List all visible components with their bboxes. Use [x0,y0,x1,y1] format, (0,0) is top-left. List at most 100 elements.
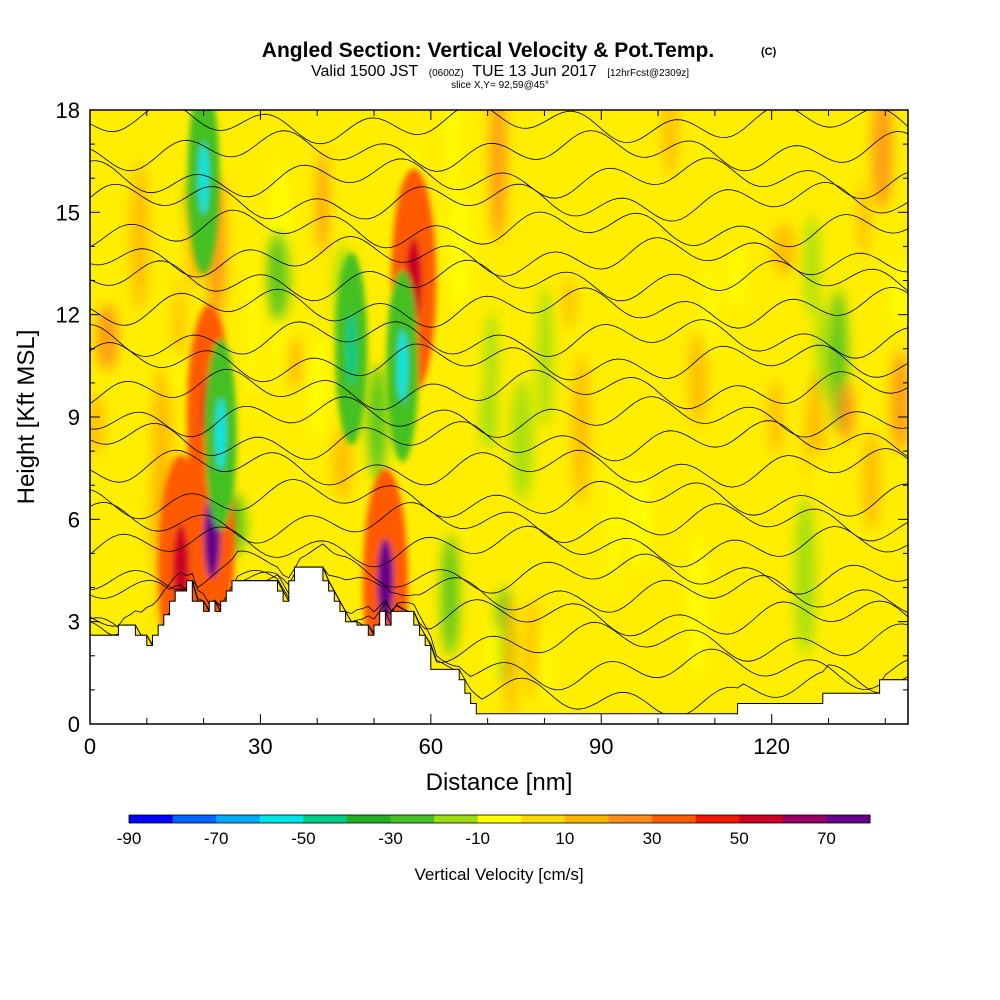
isentrope-line [90,396,908,438]
isentrope-line [90,209,908,249]
y-tick-label: 18 [56,98,80,123]
colorbar-tick-label: 70 [817,829,836,848]
isentrope-line [90,236,908,278]
y-tick-label: 12 [56,303,80,328]
velocity-cell [687,532,709,677]
velocity-cell [890,258,908,327]
x-tick-label: 30 [248,734,272,759]
title-unit-tag: (C) [761,46,777,58]
colorbar-tick-label: -10 [465,829,490,848]
colorbar-swatch [172,815,217,823]
x-axis: 0 30 60 90 120 [84,110,886,759]
isentrope-line [90,286,908,329]
velocity-cell [479,387,498,449]
velocity-cell [815,299,828,404]
colorbar-tick-label: 50 [730,829,749,848]
velocity-cell [838,382,855,442]
velocity-cell [891,350,908,452]
isentrope-line [90,501,908,544]
colorbar-tick-label: -30 [378,829,403,848]
velocity-cell [862,431,880,530]
colorbar-swatch [346,815,392,823]
velocity-cell [871,110,893,210]
slice-label: slice X,Y= 92,59@45° [451,80,549,91]
colorbar-swatch [695,815,740,823]
y-axis-label: Height [Kft MSL] [13,330,40,505]
x-tick-label: 120 [753,734,790,759]
velocity-cell [96,304,119,371]
isentrope-line [90,448,908,488]
downdraft-core [346,312,357,385]
y-tick-label: 0 [68,712,80,737]
y-tick-label: 3 [68,610,80,635]
velocity-cell [572,354,590,505]
y-tick-label: 15 [56,200,80,225]
colorbar-tick-label: -70 [204,829,229,848]
isentrope-line [90,420,908,462]
y-axis: 0 3 6 9 12 15 18 [56,98,908,737]
velocity-cell [447,185,471,315]
colorbar-swatch [434,815,479,823]
velocity-cell [564,278,576,329]
x-tick-label: 90 [589,734,613,759]
pot-temp-contours [90,110,908,715]
isentrope-line [90,525,908,568]
colorbar-tick-label: 30 [643,829,662,848]
velocity-cell [441,534,460,657]
colorbar-swatch [826,815,871,823]
colorbar-swatch [521,815,566,823]
velocity-cell [168,349,184,403]
isentrope-line [90,259,908,302]
velocity-cell [504,598,518,721]
velocity-cell [704,257,718,358]
updraft-core [377,538,394,623]
field-cores [158,110,437,693]
isentrope-line [90,543,908,595]
colorbar-swatch [303,815,348,823]
colorbar-title: Vertical Velocity [cm/s] [414,865,583,884]
velocity-cell [248,238,259,394]
colorbar-tick-label: -50 [291,829,316,848]
velocity-cell [485,621,503,679]
x-axis-label: Distance [nm] [426,769,573,796]
x-tick-label: 0 [84,734,96,759]
velocity-cell [510,378,534,501]
velocity-cell [287,336,303,390]
isentrope-line [90,479,908,520]
colorbar-swatch [782,815,827,823]
isentrope-line [90,110,908,145]
forecast-tag: [12hrFcst@2309z] [607,68,689,79]
colorbar-swatch [129,815,174,823]
colorbar-swatch [390,815,435,823]
isentrope-line [90,368,908,411]
vertical-velocity-field [90,110,908,721]
velocity-cell [627,470,652,570]
downdraft-core [215,398,226,471]
colorbar-swatch [739,815,784,823]
plot-area [90,110,908,724]
velocity-cell [367,365,389,483]
y-tick-label: 9 [68,405,80,430]
velocity-cell [727,244,746,309]
valid-line: Valid 1500 JST (0600Z) TUE 13 Jun 2017 [… [311,63,689,80]
colorbar: -90 -70 -50 -30 -10 10 30 50 70 [117,814,871,848]
colorbar-swatch [652,815,697,823]
colorbar-tick-label: -90 [117,829,142,848]
colorbar-swatch [477,815,522,823]
velocity-cell [317,150,329,255]
velocity-cell [489,110,507,242]
terrain-mask [90,566,908,724]
velocity-cell [804,214,820,317]
isentrope-line [90,157,908,200]
velocity-cell [308,334,329,440]
velocity-cell [809,448,824,505]
velocity-cell [662,110,678,176]
velocity-cell [607,453,619,601]
velocity-cell [768,379,783,456]
valid-prefix: Valid 1500 JST [311,63,419,80]
x-tick-label: 60 [419,734,443,759]
valid-date: TUE 13 Jun 2017 [472,63,597,80]
velocity-cell [333,427,352,501]
colorbar-swatch [259,815,304,823]
